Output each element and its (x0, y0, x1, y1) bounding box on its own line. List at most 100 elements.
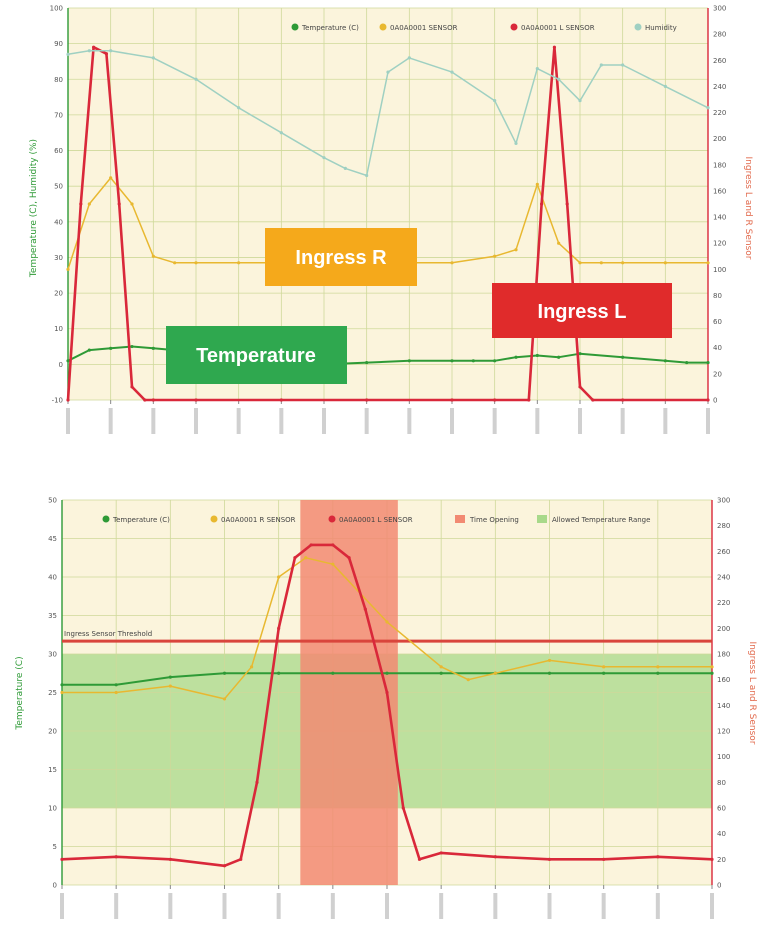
y-right-tick-label: 20 (713, 370, 722, 378)
series-point-0 (557, 355, 561, 359)
top-legend-item-r-sensor: 0A0A0001 SENSOR (379, 23, 458, 32)
y-right-tick-label: 40 (717, 830, 726, 838)
series-point-1 (599, 261, 603, 265)
y-right-tick-label: 140 (717, 702, 730, 710)
series-point-3 (514, 141, 518, 146)
y-left-tick-label: 5 (53, 843, 57, 851)
series-point-1 (66, 267, 70, 271)
bottom-x-ticks (60, 885, 714, 919)
series-point-0 (535, 353, 539, 358)
y-left-tick-label: 25 (48, 689, 57, 697)
y-right-tick-label: 160 (713, 187, 726, 195)
series-point-0 (60, 683, 64, 687)
x-tick-label-placeholder (364, 408, 369, 434)
series-point-2 (710, 857, 714, 861)
y-right-tick-label: 200 (713, 135, 726, 143)
x-tick-label-placeholder (279, 408, 284, 434)
y-right-tick-label: 220 (713, 109, 726, 117)
series-point-1 (277, 575, 281, 579)
series-point-3 (237, 106, 241, 110)
series-point-2 (565, 202, 569, 206)
series-point-1 (663, 261, 667, 265)
series-point-0 (514, 355, 518, 359)
y-right-tick-label: 260 (717, 548, 730, 556)
series-point-3 (343, 166, 347, 170)
series-point-1 (466, 678, 470, 682)
y-right-tick-label: 160 (717, 676, 730, 684)
x-tick-label-placeholder (439, 893, 444, 919)
series-point-3 (322, 156, 326, 160)
top-legend-label-r-sensor: 0A0A0001 SENSOR (390, 24, 458, 32)
y-right-tick-label: 260 (713, 57, 726, 65)
x-tick-label-placeholder (620, 408, 625, 434)
series-point-1 (439, 665, 443, 669)
series-point-1 (493, 671, 497, 675)
series-point-2 (706, 398, 710, 402)
bottom-legend: Temperature (C) 0A0A0001 R SENSOR 0A0A00… (102, 515, 650, 524)
series-point-2 (277, 626, 281, 630)
series-point-2 (309, 543, 313, 547)
x-tick-label-placeholder (151, 408, 156, 434)
x-tick-label-placeholder (492, 408, 497, 434)
series-line-3 (67, 50, 709, 177)
top-legend-label-l-sensor: 0A0A0001 L SENSOR (521, 24, 595, 32)
series-point-0 (656, 671, 660, 675)
y-left-tick-label: 10 (48, 805, 57, 813)
series-point-3 (557, 77, 561, 81)
series-point-1 (450, 261, 454, 265)
series-point-3 (87, 49, 91, 53)
y-right-tick-label: 100 (713, 266, 726, 274)
series-point-1 (109, 176, 113, 180)
y-right-tick-label: 120 (713, 240, 726, 248)
y-left-tick-label: 50 (48, 497, 57, 505)
series-point-2 (151, 398, 155, 402)
series-point-2 (293, 556, 297, 560)
y-right-tick-label: 140 (713, 214, 726, 222)
series-point-3 (599, 63, 603, 67)
series-point-0 (578, 352, 582, 356)
x-tick-label-placeholder (236, 408, 241, 434)
y-right-tick-label: 240 (717, 574, 730, 582)
callout-ingress-r-text: Ingress R (295, 247, 387, 269)
series-point-1 (621, 261, 625, 265)
legend-swatch-allowed-range (537, 515, 547, 523)
series-point-1 (557, 241, 561, 245)
top-legend-label-humidity: Humidity (645, 24, 677, 32)
y-left-tick-label: 20 (54, 290, 63, 298)
series-point-0 (450, 359, 454, 363)
top-legend-item-humidity: Humidity (634, 23, 677, 32)
y-right-tick-label: 220 (717, 599, 730, 607)
series-point-3 (151, 56, 155, 60)
series-point-3 (493, 99, 497, 103)
y-left-tick-label: 50 (54, 183, 63, 191)
series-point-2 (450, 398, 454, 402)
x-tick-label-placeholder (168, 893, 173, 919)
y-right-tick-label: 0 (713, 397, 717, 405)
y-left-tick-label: -10 (52, 397, 63, 405)
bottom-legend-item-time-opening: Time Opening (455, 515, 519, 524)
series-point-2 (79, 202, 83, 206)
x-tick-label-placeholder (114, 893, 119, 919)
y-left-tick-label: 45 (48, 535, 57, 543)
y-left-tick-label: 15 (48, 766, 57, 774)
series-point-0 (493, 359, 497, 363)
y-right-tick-label: 280 (713, 31, 726, 39)
y-left-tick-label: 35 (48, 612, 57, 620)
x-tick-label-placeholder (108, 408, 113, 434)
x-tick-label-placeholder (547, 893, 552, 919)
series-point-1 (578, 261, 582, 265)
series-point-2 (656, 855, 660, 859)
callout-ingress-r-box (265, 228, 417, 286)
x-tick-label-placeholder (663, 408, 668, 434)
series-point-3 (535, 66, 539, 71)
series-point-0 (365, 360, 369, 365)
series-point-1 (60, 690, 64, 695)
series-point-1 (710, 665, 714, 669)
series-point-1 (706, 261, 710, 265)
series-point-2 (130, 385, 134, 389)
series-line-0 (67, 345, 709, 366)
bottom-right-tick-labels: 3002802602402202001801601401201008060402… (717, 497, 730, 890)
x-tick-label-placeholder (493, 893, 498, 919)
y-left-tick-label: 30 (48, 651, 57, 659)
